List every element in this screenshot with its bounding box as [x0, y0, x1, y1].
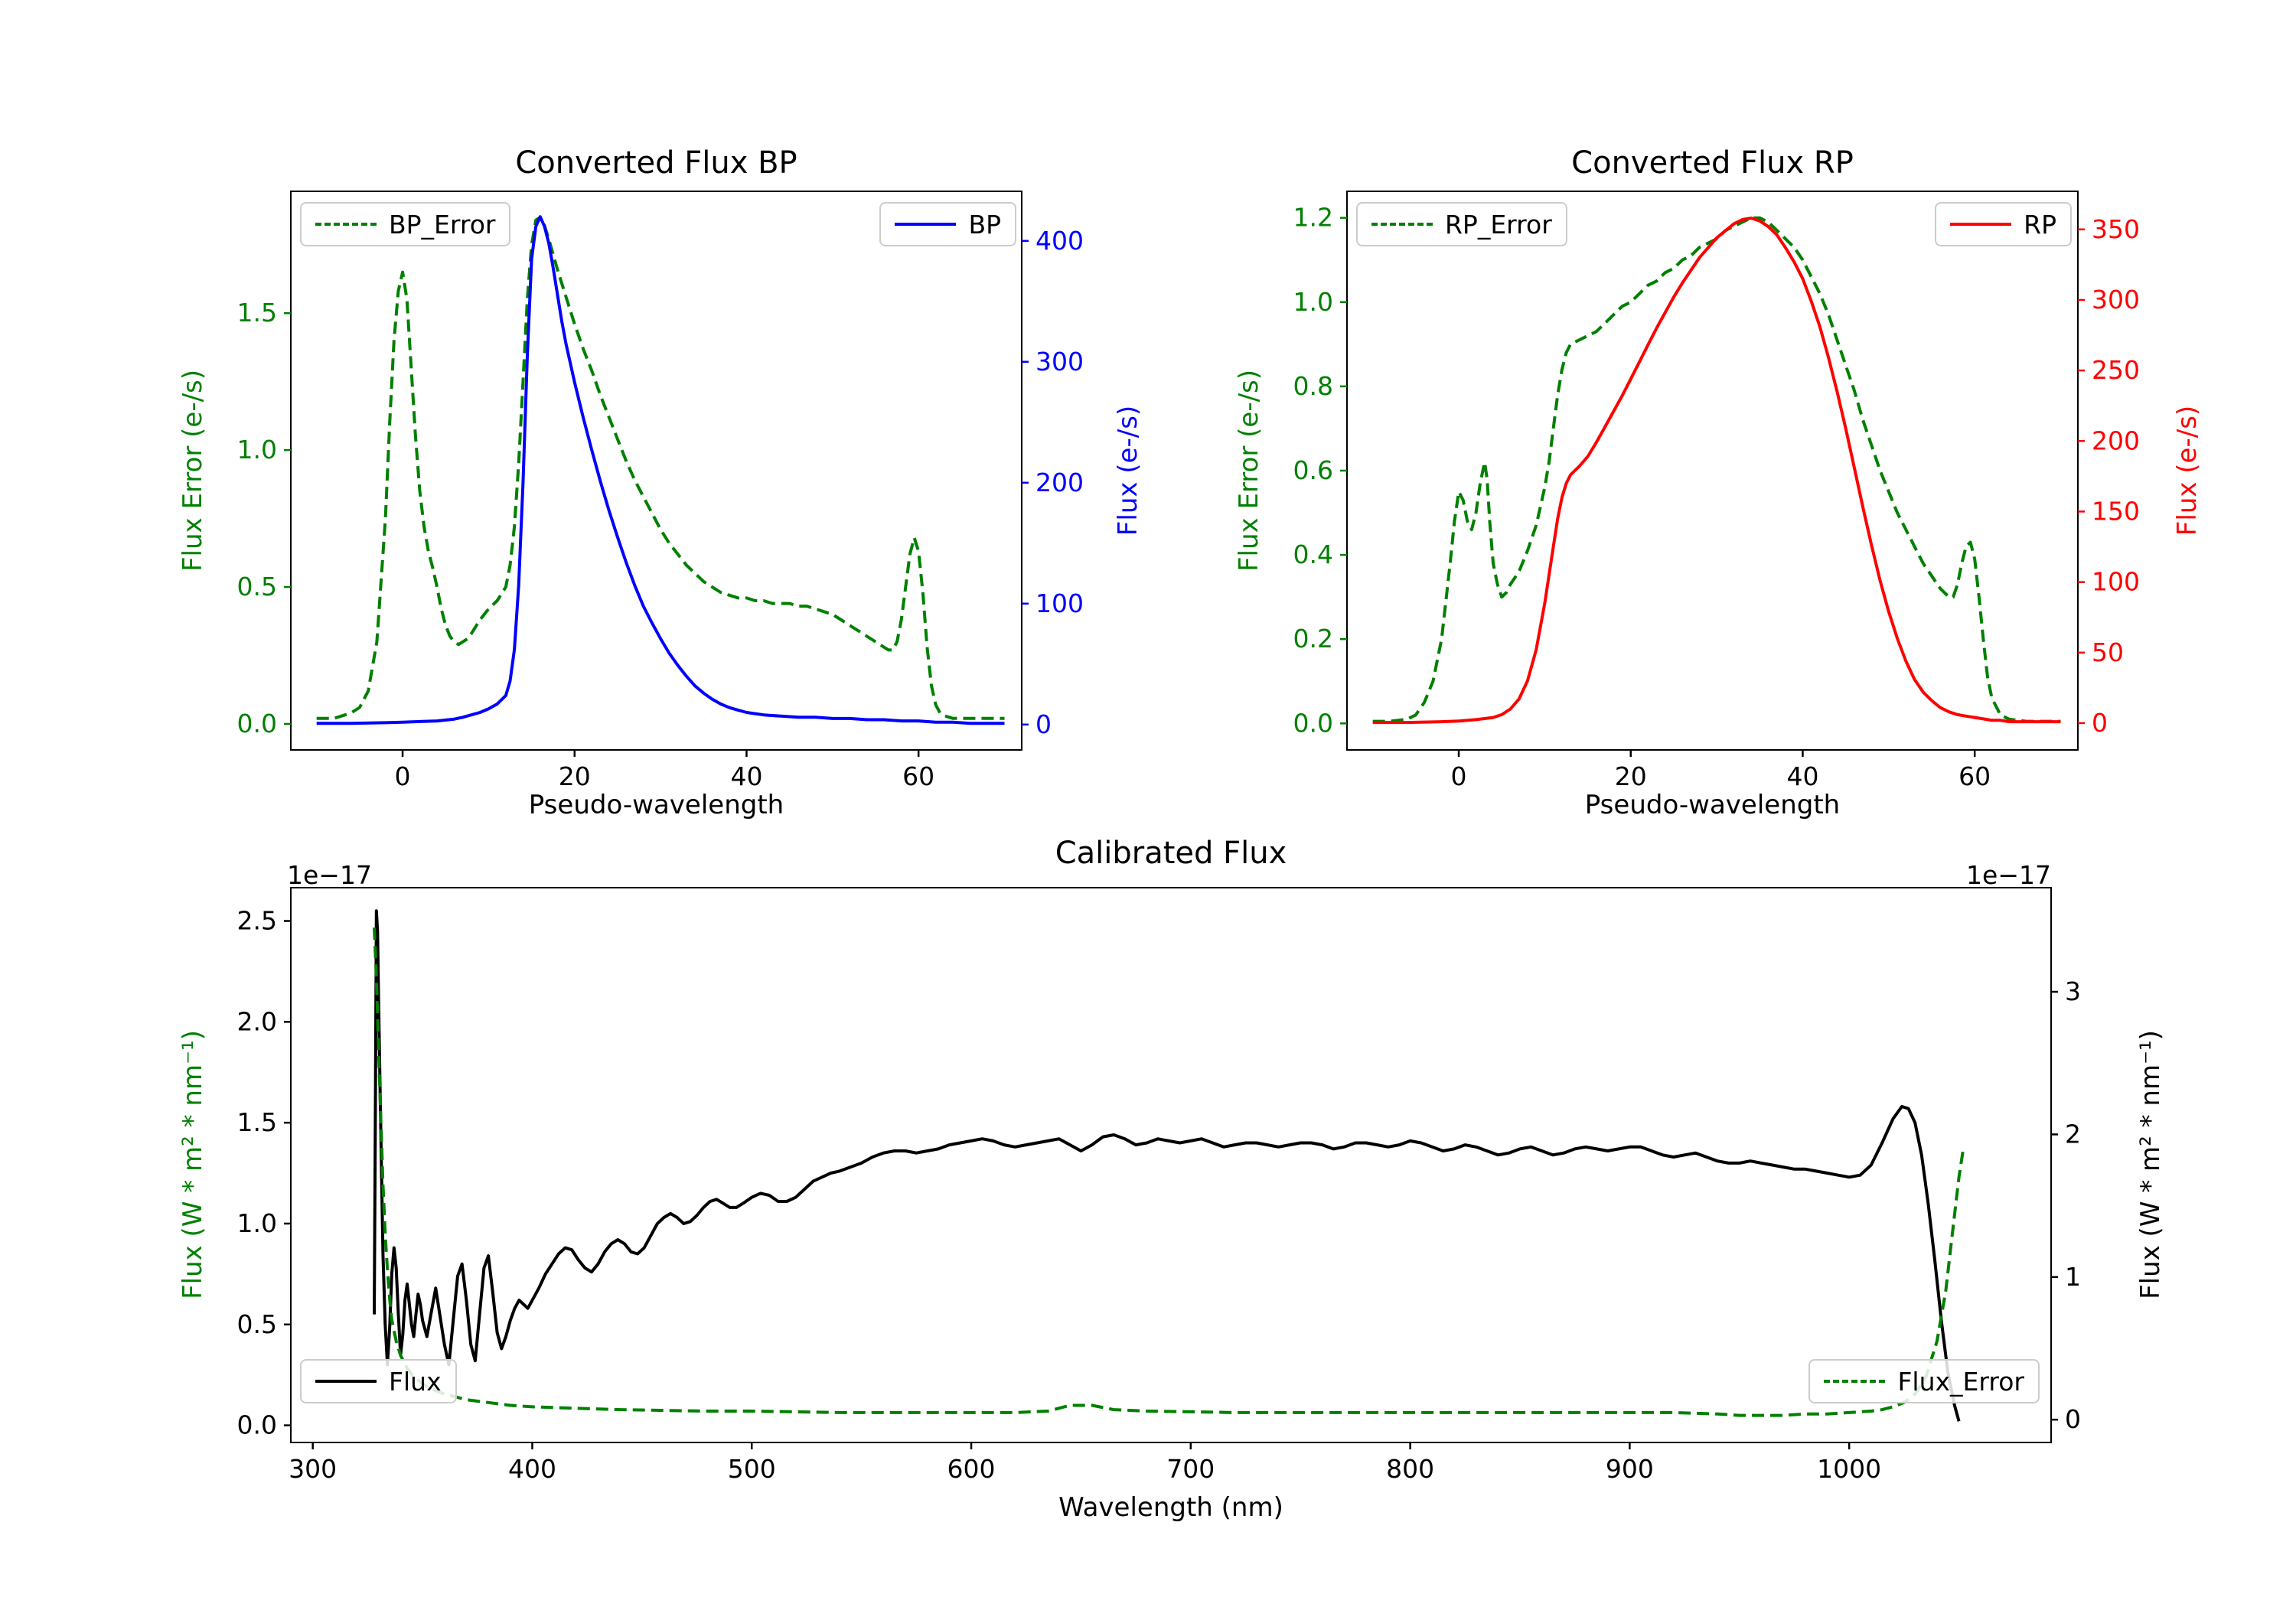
tick-label: 800: [1386, 1454, 1434, 1484]
tick-label: 350: [2092, 214, 2140, 244]
tick-label: 400: [1035, 226, 1084, 256]
legend-bp: BP: [879, 202, 1016, 246]
flux-error-legend-label: Flux_Error: [1897, 1366, 2024, 1397]
tick-label: 100: [1035, 588, 1084, 618]
tick-label: 2.0: [237, 1006, 277, 1036]
tick-label: 200: [1035, 468, 1084, 497]
tick-label: 500: [728, 1454, 776, 1484]
legend-rp-error: RP_Error: [1356, 202, 1567, 246]
legend-flux-error: Flux_Error: [1808, 1359, 2040, 1403]
tick-label: 0: [2065, 1404, 2081, 1434]
tick-label: 0.4: [1293, 539, 1333, 569]
tick-label: 20: [559, 761, 591, 791]
bp-error-legend-label: BP_Error: [389, 209, 496, 240]
tick-label: 700: [1166, 1454, 1215, 1484]
rp-legend-line: [1950, 223, 2012, 226]
tick-label: 50: [2092, 637, 2124, 667]
tick-label: 0.8: [1293, 371, 1333, 401]
rp-right-axis-label: Flux (e-/s): [2172, 405, 2203, 536]
rp-error-line: [1372, 216, 2061, 723]
axes-ticks: 0 20 40 60 0.0 0.5 1.0 1.5 0 100 200 300 400: [237, 226, 1084, 791]
axes-ticks: 0 20 40 60 0.0 0.2 0.4 0.6 0.8 1.0 1.2 0 50 100 150 200…: [1293, 203, 2140, 791]
calibrated-left-axis-label: Flux (W * m² * nm⁻¹): [178, 1030, 208, 1299]
flux-legend-line: [315, 1380, 377, 1383]
tick-label: 0.5: [237, 1309, 277, 1339]
tick-label: 0.5: [237, 572, 277, 601]
tick-label: 0: [395, 761, 411, 791]
tick-label: 1.0: [237, 435, 277, 464]
tick-label: 2.5: [237, 906, 277, 936]
legend-flux: Flux: [300, 1359, 457, 1403]
tick-label: 1000: [1817, 1454, 1881, 1484]
flux-error-legend-line: [1824, 1380, 1886, 1383]
bp-error-line: [316, 216, 1005, 720]
calibrated-right-axis-label: Flux (W * m² * nm⁻¹): [2135, 1030, 2166, 1299]
tick-label: 300: [2092, 285, 2140, 315]
tick-label: 60: [902, 761, 934, 791]
tick-label: 1.0: [1293, 287, 1333, 317]
bp-error-legend-line: [315, 223, 377, 226]
bp-chart-title: Converted Flux BP: [515, 145, 797, 181]
tick-label: 0.0: [237, 709, 277, 738]
tick-label: 1.0: [237, 1208, 277, 1238]
tick-label: 250: [2092, 355, 2140, 385]
legend-bp-error: BP_Error: [300, 202, 511, 246]
tick-label: 1: [2065, 1262, 2081, 1292]
tick-label: 3: [2065, 976, 2081, 1006]
rp-chart-title: Converted Flux RP: [1571, 145, 1854, 181]
tick-label: 300: [289, 1454, 337, 1484]
bp-right-axis-label: Flux (e-/s): [1113, 405, 1143, 536]
tick-label: 0.6: [1293, 455, 1333, 485]
tick-label: 0: [1035, 709, 1052, 739]
tick-label: 0.0: [237, 1410, 277, 1440]
rp-x-axis-label: Pseudo-wavelength: [1584, 790, 1841, 820]
legend-rp: RP: [1935, 202, 2072, 246]
tick-label: 0: [2092, 708, 2108, 738]
rp-legend-label: RP: [2024, 209, 2056, 240]
tick-label: 0: [1451, 761, 1467, 791]
tick-label: 900: [1606, 1454, 1654, 1484]
tick-label: 40: [1786, 761, 1818, 791]
flux-line: [373, 909, 1961, 1422]
flux-legend-label: Flux: [389, 1366, 442, 1397]
rp-line: [1372, 217, 2061, 725]
tick-label: 20: [1615, 761, 1647, 791]
tick-label: 300: [1035, 347, 1084, 376]
tick-label: 100: [2092, 567, 2140, 597]
tick-label: 40: [730, 761, 762, 791]
tick-label: 1.5: [237, 298, 277, 328]
axes-ticks: 300 400 500 600 700 800 900 1000 0.0 0.5 1.0 1.5 2.0…: [237, 906, 2081, 1485]
rp-error-legend-label: RP_Error: [1445, 209, 1552, 240]
flux-error-line: [373, 927, 1965, 1417]
tick-label: 0.2: [1293, 624, 1333, 654]
axes-frame: [290, 191, 1022, 751]
tick-label: 150: [2092, 496, 2140, 526]
right-offset-text: 1e−17: [1966, 860, 2051, 890]
tick-label: 400: [508, 1454, 556, 1484]
bp-left-axis-label: Flux Error (e-/s): [178, 369, 208, 572]
bp-legend-line: [895, 223, 957, 226]
calibrated-x-axis-label: Wavelength (nm): [1058, 1492, 1283, 1523]
bp-x-axis-label: Pseudo-wavelength: [528, 790, 784, 820]
axes-frame: [1346, 191, 2079, 751]
tick-label: 1.5: [237, 1107, 277, 1137]
tick-label: 600: [947, 1454, 996, 1484]
tick-label: 1.2: [1293, 203, 1333, 233]
tick-label: 2: [2065, 1119, 2081, 1149]
calibrated-chart-title: Calibrated Flux: [1055, 836, 1287, 871]
bp-line: [316, 215, 1005, 725]
tick-label: 200: [2092, 425, 2140, 455]
tick-label: 60: [1958, 761, 1991, 791]
rp-error-legend-line: [1371, 223, 1433, 226]
rp-left-axis-label: Flux Error (e-/s): [1234, 369, 1264, 572]
left-offset-text: 1e−17: [287, 860, 372, 890]
bp-legend-label: BP: [968, 209, 1001, 240]
axes-frame: [290, 887, 2052, 1443]
tick-label: 0.0: [1293, 708, 1333, 738]
